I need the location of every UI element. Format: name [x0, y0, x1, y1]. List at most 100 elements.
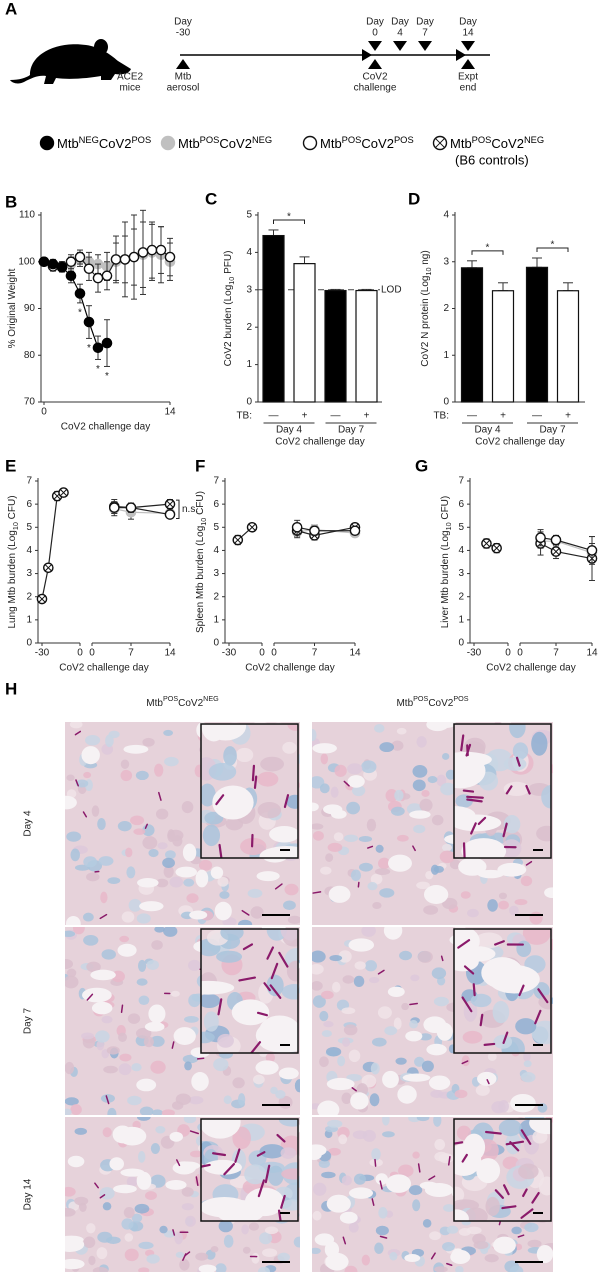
- cell: [120, 769, 133, 782]
- panel-label: E: [5, 456, 16, 475]
- cell: [101, 1015, 113, 1024]
- alveolar-space: [203, 1159, 242, 1175]
- y-axis-title-part: CFU): [440, 496, 451, 523]
- day-label: Day: [366, 17, 384, 28]
- alveolar-space: [259, 1015, 298, 1046]
- bacillus: [99, 1194, 106, 1199]
- cell: [96, 1040, 105, 1051]
- micrograph: [454, 724, 551, 858]
- marker: [47, 258, 59, 270]
- cell: [218, 1219, 233, 1233]
- cell: [74, 1196, 89, 1206]
- cell: [102, 1202, 112, 1211]
- y-axis-title-part: ng): [420, 250, 431, 267]
- cell: [399, 950, 413, 961]
- cell: [244, 1164, 267, 1185]
- alveolar-space: [347, 775, 365, 788]
- cell: [362, 1129, 376, 1142]
- cell: [186, 893, 199, 904]
- bacillus: [466, 795, 484, 799]
- y-axis-title-part: Liver Mtb burden (Log: [440, 530, 451, 628]
- bacillus: [351, 1087, 357, 1092]
- cell: [215, 1263, 227, 1272]
- legend-label-part: Mtb: [178, 136, 200, 151]
- cell: [503, 757, 527, 771]
- bacillus: [264, 1164, 271, 1184]
- cell: [410, 974, 420, 982]
- alveolar-space: [350, 1092, 369, 1110]
- cell: [181, 1187, 194, 1197]
- marker: [101, 270, 113, 282]
- cell: [266, 974, 284, 997]
- alveolar-space: [544, 887, 553, 898]
- bacillus: [379, 1235, 388, 1239]
- cell: [487, 899, 498, 912]
- alveolar-space: [109, 1157, 125, 1171]
- cell: [182, 1054, 199, 1064]
- alveolar-space: [231, 999, 270, 1026]
- bacillus: [189, 1130, 200, 1135]
- y-tick-label: 6: [26, 499, 32, 510]
- cell: [294, 1079, 300, 1093]
- bacillus: [417, 1163, 421, 1173]
- cell: [434, 1266, 448, 1272]
- marker: [110, 254, 122, 265]
- cell: [275, 1090, 286, 1099]
- cell: [350, 869, 362, 882]
- marker: [74, 288, 86, 299]
- cell: [124, 1233, 134, 1242]
- marker: [38, 256, 50, 268]
- cell: [341, 1175, 352, 1186]
- cell: [70, 1104, 82, 1115]
- legend-label-part: POS: [394, 135, 414, 145]
- cell: [401, 1002, 409, 1011]
- x-axis-title: CoV2 challenge day: [275, 437, 365, 448]
- series-line: [41, 492, 64, 600]
- bacillus: [485, 1130, 502, 1135]
- cell: [217, 876, 229, 887]
- y-tick-label: 1: [246, 359, 252, 370]
- x-tick-label: 7: [128, 648, 134, 659]
- cell: [286, 794, 298, 809]
- x-axis-title: CoV2 challenge day: [486, 663, 576, 674]
- cell: [65, 1186, 76, 1197]
- bacillus: [477, 816, 487, 826]
- legend-label-part: Mtb: [320, 136, 342, 151]
- cell: [66, 968, 77, 978]
- significance: *: [105, 371, 109, 382]
- x-tick-label: 0: [77, 648, 83, 659]
- cell: [185, 1215, 196, 1227]
- panel-label: F: [195, 456, 205, 475]
- cell: [128, 898, 142, 912]
- cell: [321, 1171, 336, 1179]
- tb-status: —: [331, 411, 341, 422]
- bacillus: [176, 1159, 181, 1167]
- bacillus: [86, 993, 94, 1001]
- alveolar-space: [454, 751, 492, 768]
- cell: [319, 1010, 329, 1022]
- bar: [525, 266, 549, 403]
- cell: [498, 900, 509, 910]
- significance-bracket: [273, 219, 305, 224]
- cell: [312, 729, 317, 742]
- cell: [466, 1226, 482, 1235]
- micrograph: [201, 1119, 298, 1221]
- cell: [511, 1226, 522, 1235]
- x-tick-label: 0: [89, 648, 95, 659]
- bacillus: [531, 1191, 540, 1204]
- marker: [550, 534, 562, 546]
- cell: [321, 1030, 332, 1038]
- cell: [126, 1176, 138, 1188]
- cell: [419, 798, 433, 812]
- cell: [330, 786, 339, 798]
- alveolar-space: [182, 843, 197, 862]
- alveolar-space: [409, 810, 431, 819]
- cell: [125, 847, 133, 858]
- alveolar-space: [423, 1016, 447, 1033]
- timepoint-marker: [461, 41, 475, 51]
- marker-cross: [38, 595, 46, 603]
- alveolar-space: [65, 1258, 85, 1270]
- day-label: 14: [462, 28, 474, 39]
- x-tick-label: 0: [517, 648, 523, 659]
- alveolar-space: [450, 1249, 471, 1264]
